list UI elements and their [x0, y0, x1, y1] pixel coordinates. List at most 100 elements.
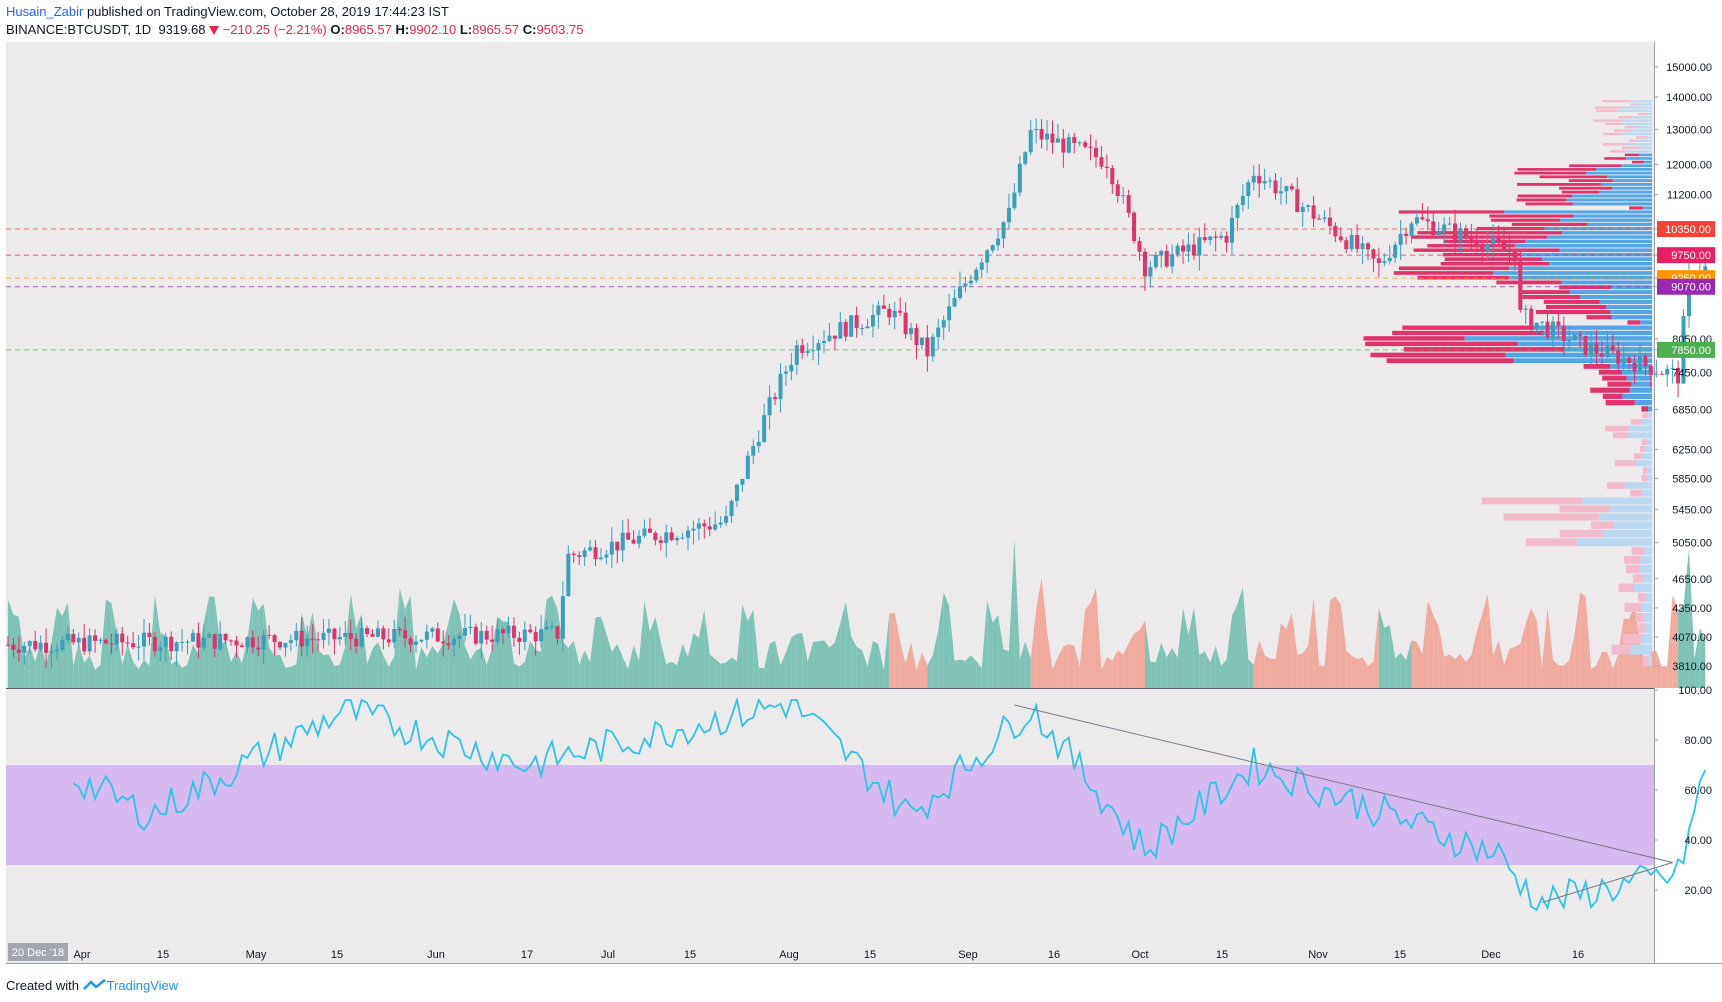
candle-body	[1322, 217, 1327, 219]
volume-segment	[600, 616, 607, 688]
volume-segment	[1471, 631, 1477, 688]
volume-segment	[1346, 650, 1352, 688]
candle-body	[1398, 233, 1403, 245]
volume-segment	[231, 650, 237, 688]
volume-segment	[1041, 578, 1048, 688]
candle-body	[647, 528, 652, 533]
volume-segment	[1085, 602, 1091, 688]
candle-body	[1317, 218, 1322, 220]
vp-bar-down	[1525, 202, 1573, 206]
volume-segment	[1476, 614, 1483, 688]
vp-bar-down	[1638, 593, 1646, 602]
vp-bar-up	[1621, 132, 1652, 136]
candle-body	[958, 286, 962, 298]
volume-segment	[965, 655, 971, 688]
candle-body	[1621, 357, 1626, 364]
volume-segment	[62, 602, 68, 688]
vp-bar-up	[1514, 244, 1652, 248]
footer: Created with TradingView	[6, 978, 178, 993]
candle-body	[696, 523, 701, 529]
candle-body	[38, 642, 43, 650]
candle-body	[1208, 236, 1213, 241]
candle-body	[1561, 325, 1566, 342]
volume-segment	[628, 645, 634, 688]
candle-body	[234, 640, 239, 646]
candle-body	[1387, 257, 1392, 262]
vp-bar-down	[1386, 358, 1514, 364]
candle-body	[1540, 321, 1545, 323]
volume-segment	[1286, 612, 1292, 688]
vp-bar-down	[1561, 190, 1600, 194]
author-link[interactable]: Husain_Zabir	[6, 4, 84, 19]
vp-bar-down	[1365, 341, 1518, 347]
candle-body	[473, 626, 478, 644]
volume-segment	[834, 623, 841, 688]
volume-segment	[339, 646, 346, 688]
vp-bar-down	[1602, 375, 1627, 381]
candle-body	[397, 629, 402, 631]
price-lines	[6, 228, 1654, 351]
candle-body	[903, 312, 908, 335]
volume-segment	[824, 640, 830, 688]
volume-segment	[1313, 598, 1320, 688]
volume-segment	[1493, 640, 1499, 688]
candle-body	[653, 532, 658, 541]
volume-profile	[1363, 100, 1652, 667]
open-value: 8965.57	[344, 22, 392, 37]
volume-segment	[1433, 615, 1439, 688]
volume-segment	[1166, 648, 1173, 688]
candle-body	[707, 526, 712, 530]
candle-body	[348, 633, 353, 639]
candle-body	[1670, 367, 1675, 369]
candle-body	[190, 633, 195, 642]
time-tick-label: 15	[1394, 949, 1406, 961]
candle-body	[1572, 334, 1577, 341]
candle-body	[93, 635, 98, 641]
volume-segment	[1150, 661, 1156, 688]
candle-body	[6, 644, 10, 646]
candle-body	[1360, 243, 1365, 249]
vp-bar-up	[1646, 136, 1652, 139]
rsi-tick-label: 40.00	[1684, 835, 1712, 847]
volume-segment	[1340, 604, 1347, 688]
candle-body	[22, 646, 27, 653]
volume-segment	[1520, 623, 1526, 688]
candle-body	[1453, 223, 1458, 241]
tradingview-brand[interactable]: TradingView	[106, 978, 179, 993]
time-tick-label: Jul	[601, 949, 615, 961]
volume-segment	[1221, 659, 1227, 688]
candle-body	[588, 547, 593, 551]
candle-body	[1235, 205, 1240, 218]
volume-segment	[263, 603, 270, 688]
vp-bar-up	[1637, 139, 1652, 143]
candle-body	[1583, 335, 1588, 355]
volume-segment	[100, 599, 106, 688]
candle-body	[310, 638, 315, 640]
vp-bar-down	[1642, 412, 1649, 419]
vp-bar-up	[1576, 538, 1652, 547]
vp-bar-down	[1607, 381, 1632, 387]
candle-body	[881, 305, 886, 309]
volume-segment	[1210, 645, 1216, 688]
candle-body	[637, 535, 642, 544]
candle-body	[778, 373, 783, 400]
volume-segment	[938, 592, 944, 688]
candle-body	[849, 315, 854, 337]
vp-bar-down	[1545, 304, 1607, 309]
volume-segment	[127, 644, 134, 688]
candle-body	[1529, 308, 1534, 329]
rsi-trendline	[1541, 862, 1673, 903]
vp-bar-up	[1595, 168, 1652, 171]
volume-segment	[1264, 655, 1271, 688]
vp-bar-down	[1632, 574, 1644, 583]
vp-bar-down	[1605, 425, 1629, 432]
vp-bar-down	[1614, 460, 1635, 467]
candle-body	[1268, 180, 1273, 182]
candle-body	[495, 629, 500, 642]
high-label: H:	[395, 22, 410, 37]
candle-body	[925, 337, 930, 357]
vp-bar-up	[1622, 369, 1652, 375]
candle-body	[979, 262, 984, 270]
candle-body	[550, 626, 554, 628]
